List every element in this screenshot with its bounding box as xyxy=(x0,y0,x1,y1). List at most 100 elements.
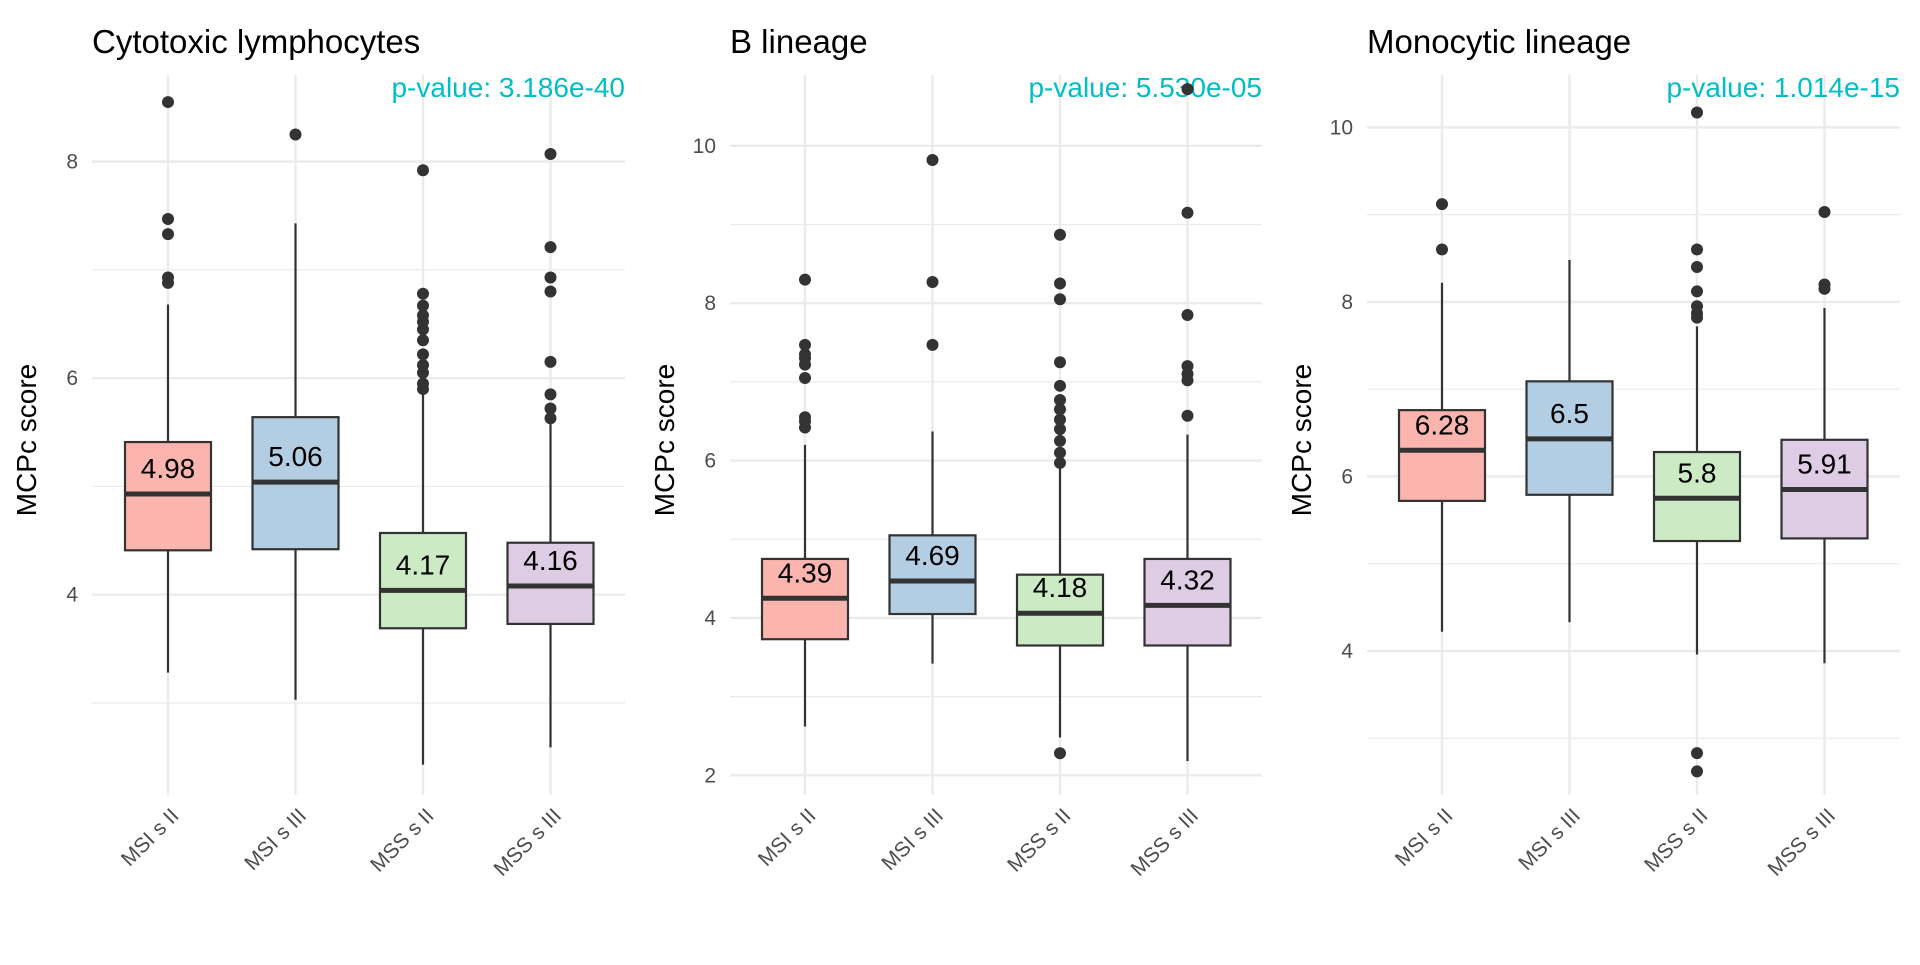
x-tick-label: MSI s II xyxy=(1391,804,1458,871)
outlier-point xyxy=(1054,277,1066,290)
outlier-point xyxy=(1818,206,1831,219)
outlier-point xyxy=(1054,413,1066,426)
median-label: 6.28 xyxy=(1415,409,1470,440)
outlier-point xyxy=(1691,285,1703,298)
outlier-point xyxy=(1054,423,1066,436)
outlier-point xyxy=(799,371,811,384)
x-tick-label: MSI s III xyxy=(240,804,311,875)
y-tick-label: 6 xyxy=(704,450,716,473)
box-msi-s-iii: 4.69 xyxy=(888,153,977,664)
box-msi-s-iii: 6.5 xyxy=(1525,260,1614,623)
x-tick-label: MSI s III xyxy=(1514,804,1585,875)
outlier-point xyxy=(1181,83,1194,96)
x-tick-label: MSS s III xyxy=(1764,804,1841,881)
panel-title: B lineage xyxy=(730,23,868,60)
outlier-point xyxy=(289,128,302,141)
outlier-point xyxy=(1054,393,1066,406)
outlier-point xyxy=(544,148,557,161)
outlier-point xyxy=(926,338,939,351)
outlier-point xyxy=(926,153,939,166)
box-mss-s-ii: 4.17 xyxy=(378,164,468,765)
median-label: 4.18 xyxy=(1033,572,1088,603)
outlier-point xyxy=(417,299,429,312)
median-label: 4.16 xyxy=(523,545,578,576)
x-tick-label: MSS s III xyxy=(1127,804,1204,881)
box-msi-s-ii: 4.98 xyxy=(123,96,213,673)
y-axis-title: MCPc score xyxy=(11,364,42,516)
outlier-point xyxy=(1691,243,1703,256)
outlier-point xyxy=(1181,206,1194,219)
outlier-point xyxy=(1054,456,1066,469)
y-tick-label: 2 xyxy=(704,764,716,787)
iqr-box xyxy=(378,531,468,630)
outlier-point xyxy=(1181,360,1194,373)
box-mss-s-iii: 4.16 xyxy=(506,148,595,748)
median-label: 5.06 xyxy=(268,441,323,472)
chart-panel-3: 4 6 8 10 MCPc score Monocytic lineage p-value:… xyxy=(1286,23,1900,881)
outlier-point xyxy=(1818,278,1831,291)
outlier-point xyxy=(1691,765,1703,778)
outlier-point xyxy=(544,388,557,401)
iqr-box xyxy=(1143,557,1232,647)
median-label: 4.32 xyxy=(1160,564,1215,595)
outlier-point xyxy=(544,241,557,254)
outlier-point xyxy=(1181,409,1194,422)
y-axis-title: MCPc score xyxy=(649,364,680,516)
chart-panel-1: 4 6 8 MCPc score Cytotoxic lymphocytes p-valu… xyxy=(11,23,625,881)
median-label: 4.17 xyxy=(396,549,451,580)
x-tick-label: MSS s II xyxy=(1003,804,1075,876)
outlier-point xyxy=(1054,293,1066,306)
outlier-point xyxy=(1691,300,1703,313)
iqr-box xyxy=(506,541,595,626)
outlier-point xyxy=(417,309,429,322)
outlier-point xyxy=(1181,309,1194,321)
p-value-annotation: p-value: 1.014e-15 xyxy=(1666,72,1900,103)
outlier-point xyxy=(162,213,174,225)
panel-title: Monocytic lineage xyxy=(1367,23,1631,60)
outlier-point xyxy=(162,271,174,284)
outlier-point xyxy=(544,412,557,425)
y-tick-label: 4 xyxy=(1341,640,1353,663)
outlier-point xyxy=(544,355,557,368)
outlier-point xyxy=(544,285,557,298)
p-value-annotation: p-value: 3.186e-40 xyxy=(391,72,625,103)
outlier-point xyxy=(799,338,811,351)
outlier-point xyxy=(1691,747,1703,760)
y-tick-label: 10 xyxy=(1330,116,1353,139)
median-label: 5.8 xyxy=(1678,457,1717,488)
median-label: 6.5 xyxy=(1550,398,1589,429)
y-tick-label: 6 xyxy=(66,367,78,390)
outlier-point xyxy=(1436,243,1448,256)
outlier-point xyxy=(799,273,811,286)
outlier-point xyxy=(417,287,429,300)
outlier-point xyxy=(1691,106,1703,119)
outlier-point xyxy=(417,334,429,347)
iqr-box xyxy=(888,534,977,616)
outlier-point xyxy=(1054,434,1066,447)
y-tick-label: 8 xyxy=(704,292,716,315)
box-mss-s-iii: 4.32 xyxy=(1143,83,1232,762)
outlier-point xyxy=(1691,261,1703,273)
panel-title: Cytotoxic lymphocytes xyxy=(92,23,420,60)
outlier-point xyxy=(544,271,557,284)
outlier-point xyxy=(417,359,429,372)
x-tick-label: MSS s III xyxy=(490,804,567,881)
y-tick-label: 8 xyxy=(1341,291,1353,314)
outlier-point xyxy=(1054,356,1066,369)
box-mss-s-ii: 4.18 xyxy=(1015,228,1105,760)
iqr-box xyxy=(1015,573,1105,647)
box-msi-s-ii: 6.28 xyxy=(1397,198,1487,632)
chart-panel-2: 2 4 6 8 10 MCPc score B lineage p-value: 5.530e… xyxy=(649,23,1262,881)
box-msi-s-iii: 5.06 xyxy=(251,128,340,700)
x-tick-label: MSS s II xyxy=(1640,804,1712,876)
outlier-point xyxy=(799,348,811,361)
iqr-box xyxy=(1397,409,1487,502)
outlier-point xyxy=(926,275,939,288)
median-label: 4.98 xyxy=(141,453,196,484)
y-axis-title: MCPc score xyxy=(1286,364,1317,516)
y-tick-label: 6 xyxy=(1341,465,1353,488)
outlier-point xyxy=(544,402,557,415)
y-tick-label: 4 xyxy=(704,607,716,630)
